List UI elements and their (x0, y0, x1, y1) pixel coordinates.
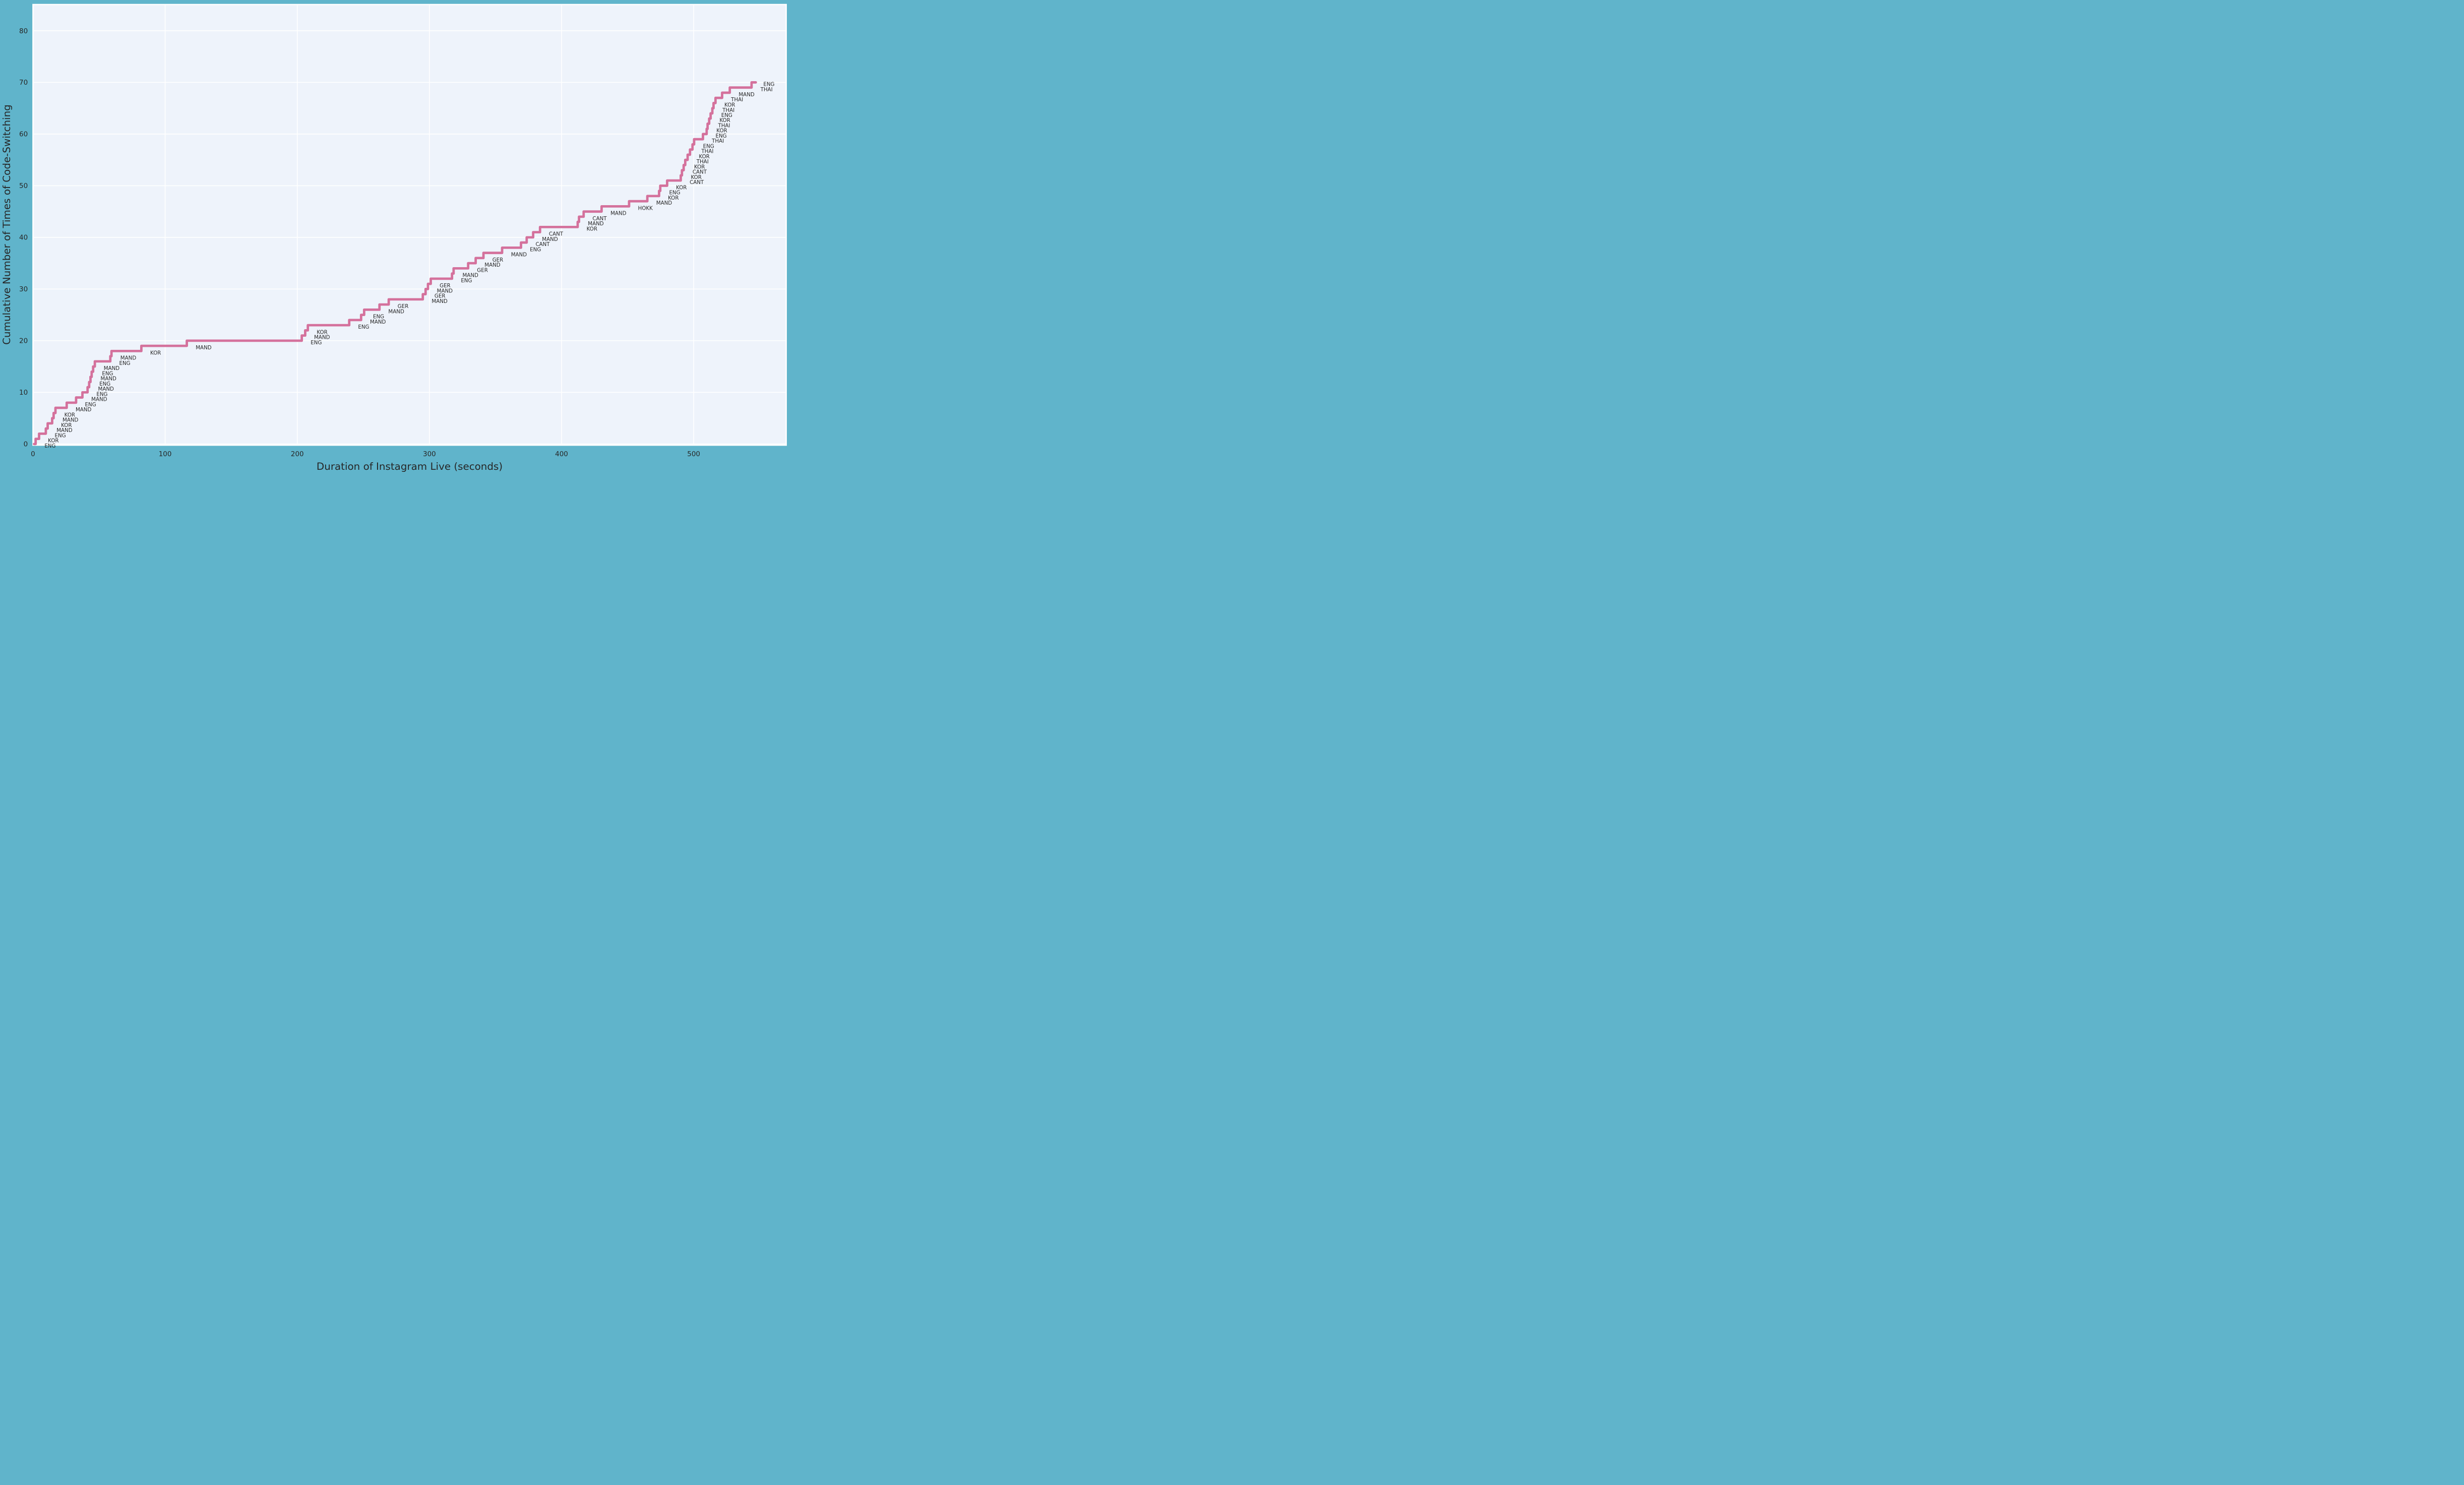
event-label-5-KOR: KOR (61, 422, 72, 428)
event-label-10-MAND: MAND (91, 397, 107, 403)
event-label-66-THAI: THAI (722, 107, 734, 113)
event-label-21-ENG: ENG (311, 340, 322, 346)
event-label-67-KOR: KOR (724, 102, 735, 108)
x-axis-tick-labels: 0 100 200 300 400 500 (31, 450, 700, 458)
event-label-50-ENG: ENG (669, 190, 680, 196)
event-label-35-GER: GER (477, 267, 488, 273)
event-label-15-ENG: ENG (102, 370, 113, 377)
event-label-34-MAND: MAND (462, 273, 478, 279)
event-label-20-MAND: MAND (196, 345, 212, 351)
y-axis-tick-labels: 0 10 20 30 40 50 60 70 80 (19, 27, 28, 449)
event-label-31-MAND: MAND (437, 288, 453, 294)
event-label-29-MAND: MAND (432, 298, 448, 304)
event-label-53-KOR: KOR (691, 174, 701, 180)
event-label-59-ENG: ENG (703, 143, 714, 149)
event-label-57-KOR: KOR (699, 154, 709, 160)
event-label-70-THAI: THAI (760, 87, 773, 93)
x-tick-label-100: 100 (159, 450, 172, 458)
event-label-48-MAND: MAND (656, 200, 672, 206)
event-label-26-ENG: ENG (373, 314, 384, 320)
event-label-8-MAND: MAND (76, 407, 92, 413)
event-label-17-ENG: ENG (119, 360, 130, 366)
event-label-6-MAND: MAND (63, 417, 79, 423)
event-label-52-CANT: CANT (690, 179, 704, 185)
event-label-1-ENG: ENG (44, 443, 55, 449)
event-label-end-ENG: ENG (763, 81, 774, 87)
y-tick-label-40: 40 (19, 234, 28, 242)
event-label-69-MAND: MAND (738, 92, 755, 98)
y-tick-label-0: 0 (24, 441, 28, 449)
gridlines (32, 5, 786, 445)
event-label-9-ENG: ENG (85, 402, 96, 408)
x-tick-label-300: 300 (423, 450, 436, 458)
event-label-14-MAND: MAND (100, 376, 116, 382)
x-tick-label-200: 200 (291, 450, 304, 458)
cumulative-step-line (33, 81, 757, 446)
event-label-16-MAND: MAND (104, 365, 120, 372)
y-tick-label-10: 10 (19, 389, 28, 397)
x-tick-label-400: 400 (555, 450, 568, 458)
event-label-42-CANT: CANT (549, 231, 564, 237)
event-label-46-MAND: MAND (610, 211, 627, 217)
x-tick-label-0: 0 (31, 450, 35, 458)
y-tick-label-30: 30 (19, 285, 28, 293)
event-label-11-ENG: ENG (96, 391, 107, 397)
event-label-40-CANT: CANT (535, 241, 550, 247)
x-axis-title: Duration of Instagram Live (seconds) (317, 461, 503, 472)
event-label-22-MAND: MAND (314, 335, 330, 341)
event-label-61-ENG: ENG (715, 133, 726, 139)
event-label-38-MAND: MAND (511, 252, 527, 258)
y-tick-label-70: 70 (19, 79, 28, 87)
figure-canvas: ENG KOR ENG MAND KOR MAND KOR MAND ENG MAND ENG MAN… (0, 0, 790, 476)
y-axis-title: Cumulative Number of Times of Code-Switc… (1, 104, 13, 345)
event-label-68-THAI: THAI (730, 97, 743, 103)
event-label-24-ENG: ENG (358, 324, 369, 330)
event-label-33-ENG: ENG (461, 278, 472, 284)
event-label-27-MAND: MAND (388, 308, 404, 315)
event-label-43-KOR: KOR (587, 226, 597, 232)
event-label-54-CANT: CANT (693, 169, 707, 175)
event-label-47-HOKK: HOKK (638, 205, 653, 211)
event-label-45-CANT: CANT (592, 216, 607, 222)
event-label-13-ENG: ENG (99, 381, 110, 387)
event-label-12-MAND: MAND (98, 386, 114, 392)
event-label-62-KOR: KOR (716, 128, 727, 134)
event-label-51-KOR: KOR (676, 184, 687, 191)
event-label-60-THAI: THAI (711, 138, 724, 144)
event-label-63-THAI: THAI (717, 122, 730, 129)
event-label-3-ENG: ENG (55, 432, 66, 439)
y-tick-label-50: 50 (19, 182, 28, 190)
event-label-56-THAI: THAI (696, 159, 709, 165)
event-label-30-GER: GER (435, 293, 446, 299)
code-switching-step-chart: ENGKORENGMANDKORMANDKORMANDENGMANDENGMAN… (1, 4, 787, 472)
event-label-39-ENG: ENG (530, 246, 541, 253)
event-label-49-KOR: KOR (668, 195, 679, 201)
y-tick-label-60: 60 (19, 131, 28, 139)
event-label-18-MAND: MAND (120, 355, 137, 361)
event-label-4-MAND: MAND (56, 427, 73, 434)
x-tick-label-500: 500 (687, 450, 700, 458)
event-label-2-KOR: KOR (48, 438, 58, 444)
event-label-41-MAND: MAND (542, 236, 558, 242)
event-label-55-KOR: KOR (694, 164, 705, 170)
y-tick-label-20: 20 (19, 337, 28, 345)
event-label-28-GER: GER (398, 303, 409, 310)
plot-area (33, 5, 786, 445)
event-label-7-KOR: KOR (65, 412, 75, 418)
event-label-64-KOR: KOR (719, 117, 730, 123)
event-label-32-GER: GER (440, 283, 451, 289)
event-label-23-KOR: KOR (317, 329, 327, 335)
event-label-44-MAND: MAND (588, 221, 604, 227)
event-label-37-GER: GER (492, 257, 504, 263)
y-tick-label-80: 80 (19, 27, 28, 35)
event-label-65-ENG: ENG (721, 112, 732, 118)
event-label-25-MAND: MAND (370, 319, 386, 325)
event-label-19-KOR: KOR (150, 350, 161, 356)
event-label-36-MAND: MAND (484, 262, 501, 268)
event-labels: ENGKORENGMANDKORMANDKORMANDENGMANDENGMAN… (44, 81, 774, 449)
event-label-58-THAI: THAI (701, 149, 713, 155)
